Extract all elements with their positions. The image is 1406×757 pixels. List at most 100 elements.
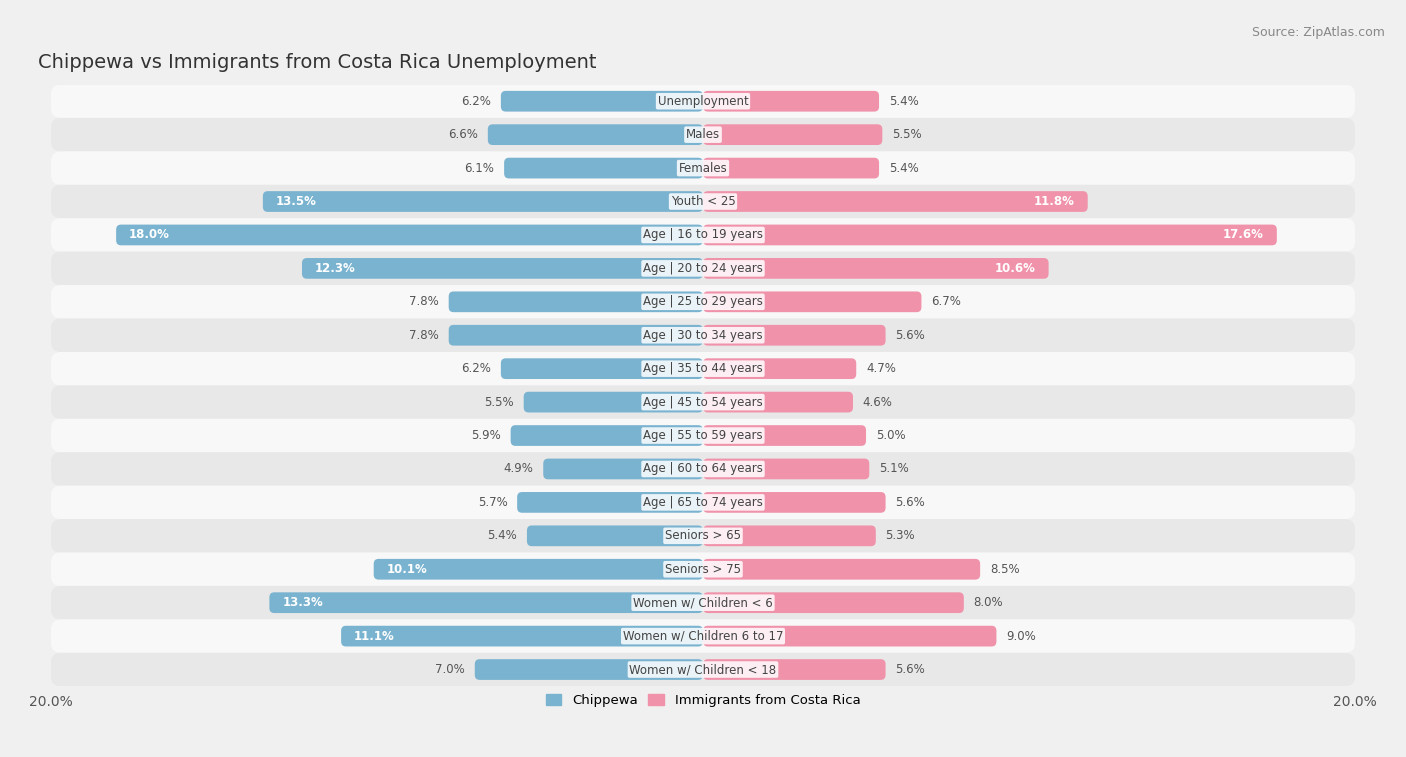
Legend: Chippewa, Immigrants from Costa Rica: Chippewa, Immigrants from Costa Rica — [540, 689, 866, 713]
FancyBboxPatch shape — [703, 124, 883, 145]
Text: 13.3%: 13.3% — [283, 597, 323, 609]
FancyBboxPatch shape — [51, 519, 1355, 553]
Text: Seniors > 75: Seniors > 75 — [665, 562, 741, 576]
Text: Women w/ Children < 6: Women w/ Children < 6 — [633, 597, 773, 609]
FancyBboxPatch shape — [488, 124, 703, 145]
FancyBboxPatch shape — [703, 525, 876, 547]
FancyBboxPatch shape — [703, 559, 980, 580]
Text: 5.3%: 5.3% — [886, 529, 915, 542]
Text: Age | 30 to 34 years: Age | 30 to 34 years — [643, 329, 763, 341]
FancyBboxPatch shape — [703, 157, 879, 179]
FancyBboxPatch shape — [270, 592, 703, 613]
FancyBboxPatch shape — [501, 91, 703, 111]
FancyBboxPatch shape — [703, 291, 921, 312]
Text: 10.6%: 10.6% — [994, 262, 1036, 275]
Text: Age | 65 to 74 years: Age | 65 to 74 years — [643, 496, 763, 509]
Text: 5.9%: 5.9% — [471, 429, 501, 442]
Text: 17.6%: 17.6% — [1223, 229, 1264, 241]
Text: 7.8%: 7.8% — [409, 295, 439, 308]
FancyBboxPatch shape — [51, 553, 1355, 586]
FancyBboxPatch shape — [523, 391, 703, 413]
Text: Unemployment: Unemployment — [658, 95, 748, 107]
FancyBboxPatch shape — [302, 258, 703, 279]
Text: 5.5%: 5.5% — [891, 128, 922, 141]
Text: 6.2%: 6.2% — [461, 362, 491, 375]
FancyBboxPatch shape — [51, 586, 1355, 619]
Text: 5.4%: 5.4% — [889, 95, 918, 107]
FancyBboxPatch shape — [510, 425, 703, 446]
FancyBboxPatch shape — [505, 157, 703, 179]
FancyBboxPatch shape — [501, 358, 703, 379]
FancyBboxPatch shape — [117, 225, 703, 245]
FancyBboxPatch shape — [703, 592, 965, 613]
Text: 4.9%: 4.9% — [503, 463, 533, 475]
Text: 6.1%: 6.1% — [464, 161, 495, 175]
Text: 6.2%: 6.2% — [461, 95, 491, 107]
Text: 5.6%: 5.6% — [896, 496, 925, 509]
Text: Age | 55 to 59 years: Age | 55 to 59 years — [643, 429, 763, 442]
FancyBboxPatch shape — [517, 492, 703, 512]
FancyBboxPatch shape — [51, 419, 1355, 452]
FancyBboxPatch shape — [703, 425, 866, 446]
Text: 11.1%: 11.1% — [354, 630, 395, 643]
Text: 4.7%: 4.7% — [866, 362, 896, 375]
Text: 8.5%: 8.5% — [990, 562, 1019, 576]
FancyBboxPatch shape — [51, 251, 1355, 285]
Text: 5.7%: 5.7% — [478, 496, 508, 509]
FancyBboxPatch shape — [342, 626, 703, 646]
Text: Seniors > 65: Seniors > 65 — [665, 529, 741, 542]
FancyBboxPatch shape — [51, 118, 1355, 151]
FancyBboxPatch shape — [703, 492, 886, 512]
Text: Age | 25 to 29 years: Age | 25 to 29 years — [643, 295, 763, 308]
FancyBboxPatch shape — [51, 218, 1355, 251]
FancyBboxPatch shape — [703, 91, 879, 111]
FancyBboxPatch shape — [51, 151, 1355, 185]
Text: 11.8%: 11.8% — [1033, 195, 1074, 208]
Text: 5.5%: 5.5% — [484, 396, 515, 409]
Text: 7.8%: 7.8% — [409, 329, 439, 341]
FancyBboxPatch shape — [703, 358, 856, 379]
Text: 5.6%: 5.6% — [896, 663, 925, 676]
Text: Source: ZipAtlas.com: Source: ZipAtlas.com — [1251, 26, 1385, 39]
Text: 13.5%: 13.5% — [276, 195, 316, 208]
FancyBboxPatch shape — [703, 391, 853, 413]
FancyBboxPatch shape — [449, 325, 703, 346]
Text: Age | 16 to 19 years: Age | 16 to 19 years — [643, 229, 763, 241]
Text: 9.0%: 9.0% — [1007, 630, 1036, 643]
FancyBboxPatch shape — [263, 192, 703, 212]
Text: 5.4%: 5.4% — [889, 161, 918, 175]
Text: Males: Males — [686, 128, 720, 141]
Text: Women w/ Children 6 to 17: Women w/ Children 6 to 17 — [623, 630, 783, 643]
FancyBboxPatch shape — [51, 319, 1355, 352]
FancyBboxPatch shape — [703, 225, 1277, 245]
FancyBboxPatch shape — [51, 385, 1355, 419]
Text: Chippewa vs Immigrants from Costa Rica Unemployment: Chippewa vs Immigrants from Costa Rica U… — [38, 53, 596, 72]
Text: Youth < 25: Youth < 25 — [671, 195, 735, 208]
FancyBboxPatch shape — [475, 659, 703, 680]
FancyBboxPatch shape — [543, 459, 703, 479]
FancyBboxPatch shape — [527, 525, 703, 547]
Text: Age | 35 to 44 years: Age | 35 to 44 years — [643, 362, 763, 375]
FancyBboxPatch shape — [51, 619, 1355, 653]
Text: 18.0%: 18.0% — [129, 229, 170, 241]
FancyBboxPatch shape — [703, 659, 886, 680]
FancyBboxPatch shape — [51, 185, 1355, 218]
Text: Age | 45 to 54 years: Age | 45 to 54 years — [643, 396, 763, 409]
FancyBboxPatch shape — [51, 486, 1355, 519]
Text: 10.1%: 10.1% — [387, 562, 427, 576]
FancyBboxPatch shape — [51, 452, 1355, 486]
Text: Age | 20 to 24 years: Age | 20 to 24 years — [643, 262, 763, 275]
Text: 4.6%: 4.6% — [863, 396, 893, 409]
FancyBboxPatch shape — [51, 653, 1355, 687]
Text: 5.4%: 5.4% — [488, 529, 517, 542]
Text: 5.0%: 5.0% — [876, 429, 905, 442]
Text: 5.6%: 5.6% — [896, 329, 925, 341]
FancyBboxPatch shape — [449, 291, 703, 312]
Text: 12.3%: 12.3% — [315, 262, 356, 275]
Text: 7.0%: 7.0% — [436, 663, 465, 676]
FancyBboxPatch shape — [51, 285, 1355, 319]
Text: Females: Females — [679, 161, 727, 175]
FancyBboxPatch shape — [374, 559, 703, 580]
Text: 8.0%: 8.0% — [973, 597, 1004, 609]
FancyBboxPatch shape — [703, 459, 869, 479]
